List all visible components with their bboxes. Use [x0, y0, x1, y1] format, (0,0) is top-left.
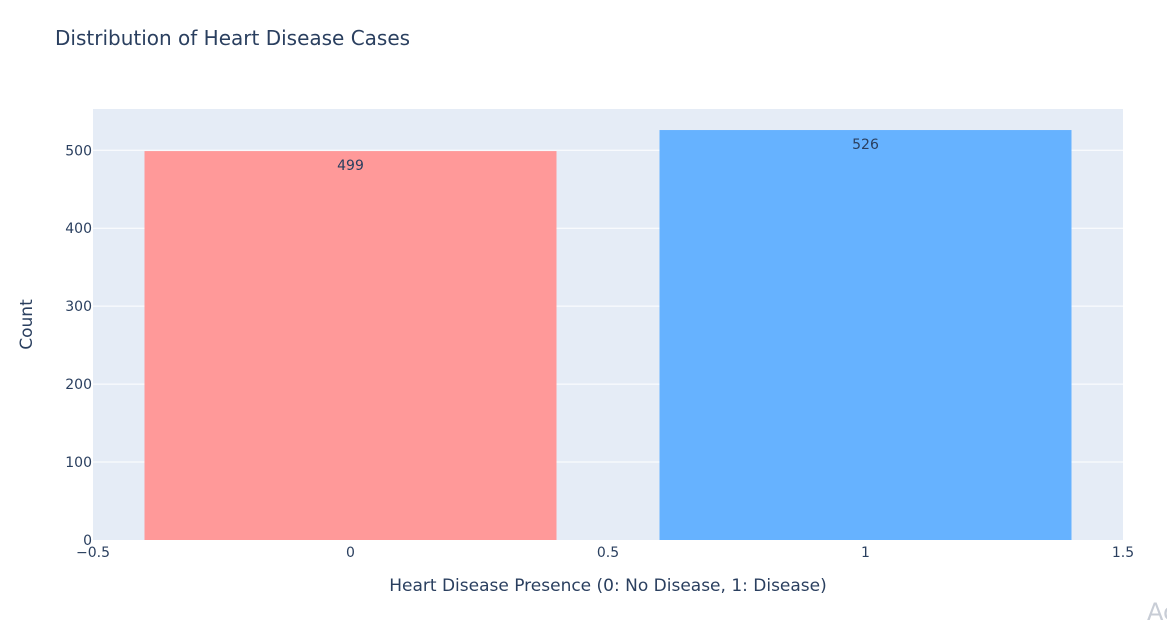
- x-tick-label: −0.5: [76, 545, 110, 561]
- y-tick-label: 400: [65, 221, 92, 237]
- y-axis-ticks: 0 100 200 300 400 500: [65, 143, 92, 549]
- bar-0: [144, 151, 557, 540]
- bar-1: [659, 130, 1072, 540]
- data-label: 499: [337, 158, 364, 174]
- x-tick-label: 1: [861, 545, 870, 561]
- y-tick-label: 300: [65, 299, 92, 315]
- x-tick-label: 1.5: [1112, 545, 1134, 561]
- x-axis-title: Heart Disease Presence (0: No Disease, 1…: [389, 576, 827, 596]
- x-tick-label: 0: [346, 545, 355, 561]
- bars: 499 526: [144, 130, 1072, 540]
- data-label: 526: [852, 137, 879, 153]
- x-axis-ticks: −0.5 0 0.5 1 1.5: [76, 545, 1134, 561]
- y-tick-label: 200: [65, 377, 92, 393]
- y-tick-label: 500: [65, 143, 92, 159]
- y-tick-label: 0: [83, 533, 92, 549]
- y-tick-label: 100: [65, 455, 92, 471]
- watermark-text: Ac: [1147, 598, 1167, 626]
- y-axis-title: Count: [17, 299, 37, 350]
- chart-title: Distribution of Heart Disease Cases: [55, 26, 411, 50]
- x-tick-label: 0.5: [597, 545, 619, 561]
